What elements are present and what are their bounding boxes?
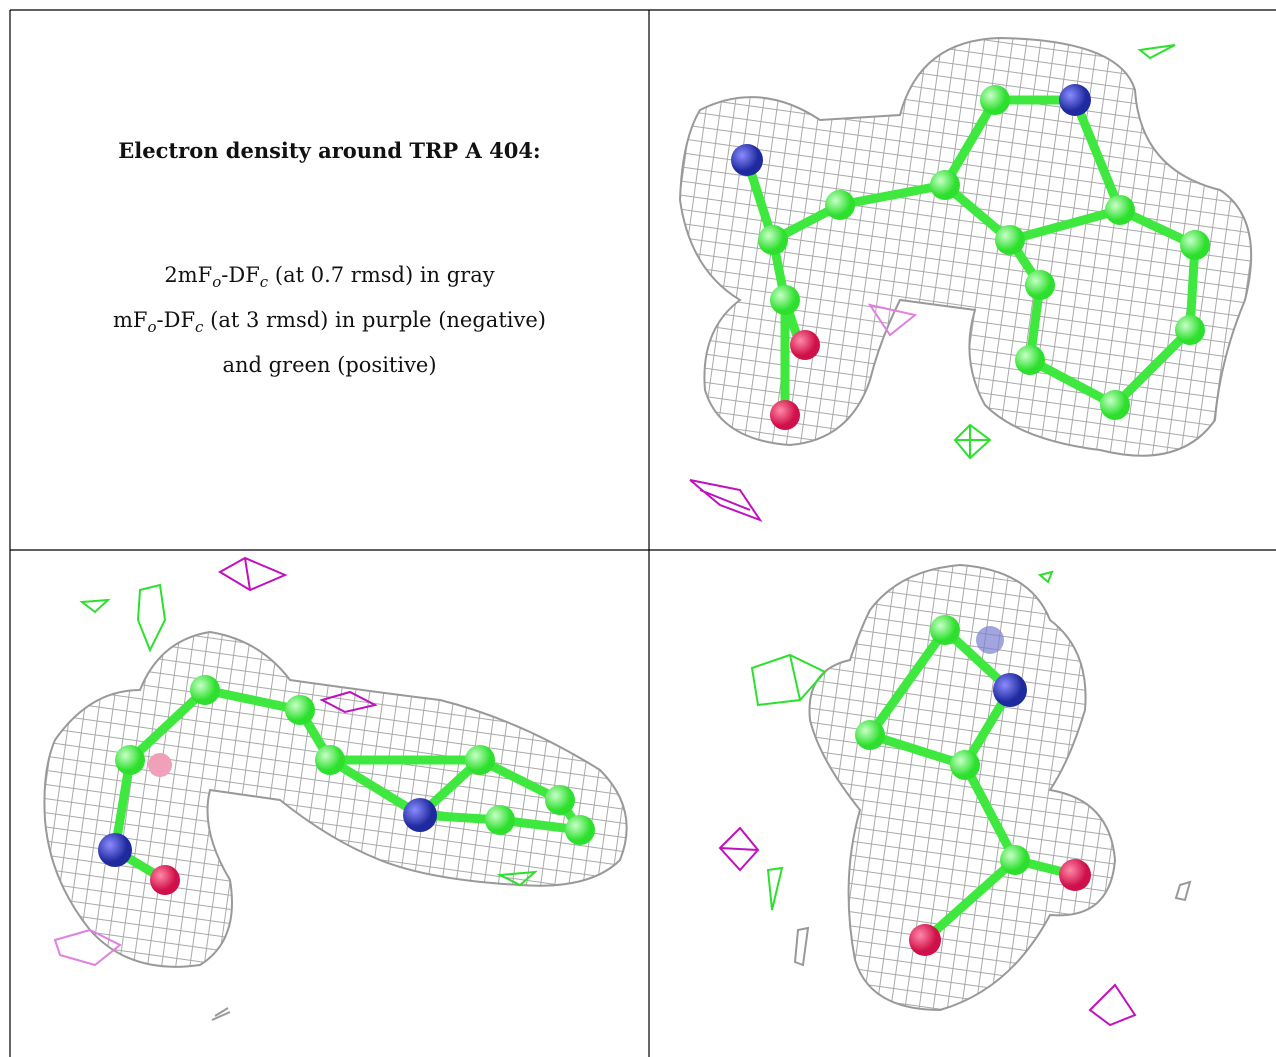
caption-line: 2mFo-DFc (at 0.7 rmsd) in gray <box>10 256 649 301</box>
atoms <box>731 84 1210 430</box>
text: 2mF <box>164 263 213 287</box>
subscript: c <box>195 318 204 336</box>
text: -DF <box>156 308 196 332</box>
atoms <box>98 675 595 895</box>
density-view-2 <box>43 556 628 1021</box>
caption-title: Electron density around TRP A 404: <box>118 138 541 163</box>
caption-cell: Electron density around TRP A 404: 2mFo-… <box>10 10 649 550</box>
density-view-3 <box>718 563 1192 1027</box>
subscript: o <box>147 318 157 336</box>
subscript: c <box>259 273 269 291</box>
text: -DF <box>221 263 260 287</box>
density-mesh <box>808 563 1117 1012</box>
text: (at 0.7 rmsd) in gray <box>268 263 495 287</box>
text: mF <box>113 308 148 332</box>
text: and green (positive) <box>222 353 437 377</box>
caption-line: and green (positive) <box>10 346 649 384</box>
caption-line: mFo-DFc (at 3 rmsd) in purple (negative) <box>10 301 649 346</box>
subscript: o <box>212 273 222 291</box>
caption-lines: 2mFo-DFc (at 0.7 rmsd) in gray mFo-DFc (… <box>10 256 649 384</box>
difference-mesh <box>718 570 1192 1027</box>
atoms <box>855 615 1091 956</box>
density-mesh <box>43 630 628 968</box>
density-view-1 <box>678 36 1253 523</box>
text: (at 3 rmsd) in purple (negative) <box>203 308 546 332</box>
difference-mesh <box>689 44 1176 523</box>
density-mesh <box>678 36 1253 457</box>
table-borders <box>9 9 1276 1057</box>
difference-mesh <box>53 556 538 1021</box>
bonds <box>742 95 1200 420</box>
